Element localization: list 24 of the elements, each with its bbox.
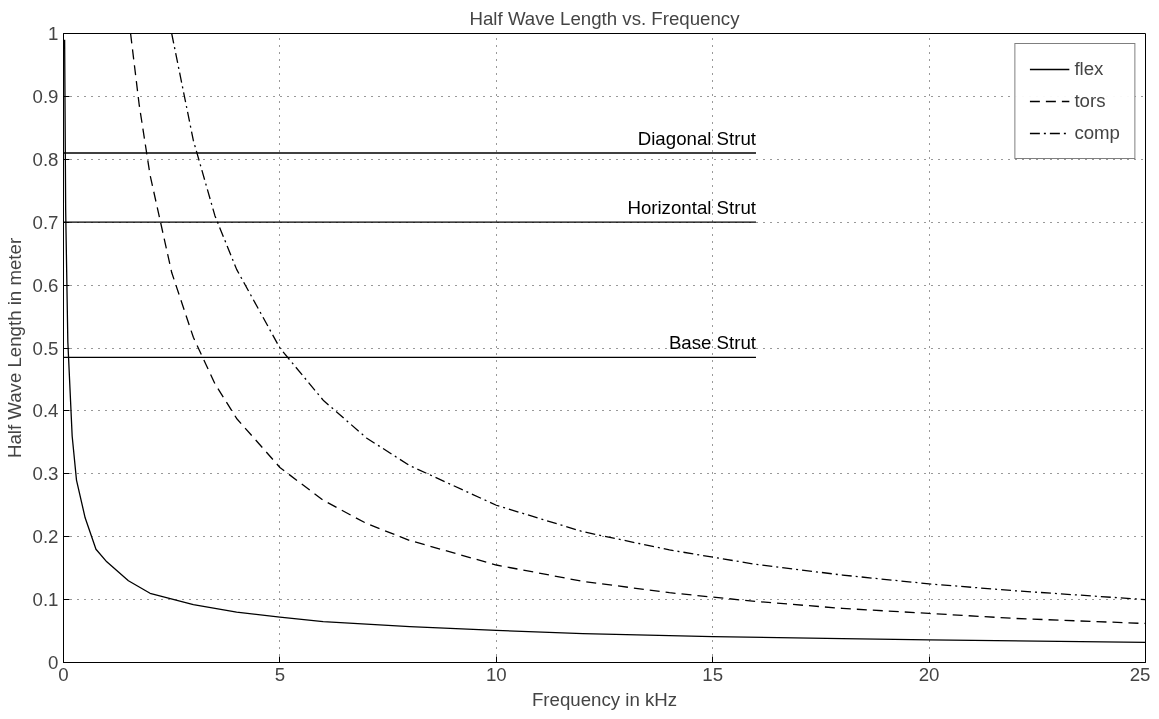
y-tick-label: 0.6 [32,274,59,296]
y-tick-label: 0.8 [32,148,59,170]
y-tick-label: 0.4 [32,400,59,422]
series-label: Base Strut [668,332,757,354]
y-tick-label: 0.3 [32,463,59,485]
x-tick-label: 15 [702,663,724,685]
x-tick-label: 5 [274,663,286,685]
chart-title: Half Wave Length vs. Frequency [469,7,741,29]
y-tick-label: 0.2 [32,526,59,548]
y-tick-label: 0.1 [32,589,59,611]
y-tick-label: 1 [48,23,59,44]
legend-label: comp [1074,122,1120,144]
x-axis-title: Frequency in kHz [531,688,678,710]
y-tick-label: 0.9 [32,85,59,107]
x-tick-label: 10 [485,663,507,685]
legend-label: flex [1074,58,1104,80]
series-label: Horizontal Strut [627,197,757,219]
legend-label: tors [1074,90,1106,112]
series-label: Diagonal Strut [637,128,757,150]
x-tick-label: 25 [1129,663,1151,685]
y-tick-label: 0.7 [32,211,59,233]
x-tick-label: 20 [918,663,940,685]
y-axis-title: Half Wave Length in meter [3,237,25,459]
y-tick-label: 0.5 [32,337,59,359]
